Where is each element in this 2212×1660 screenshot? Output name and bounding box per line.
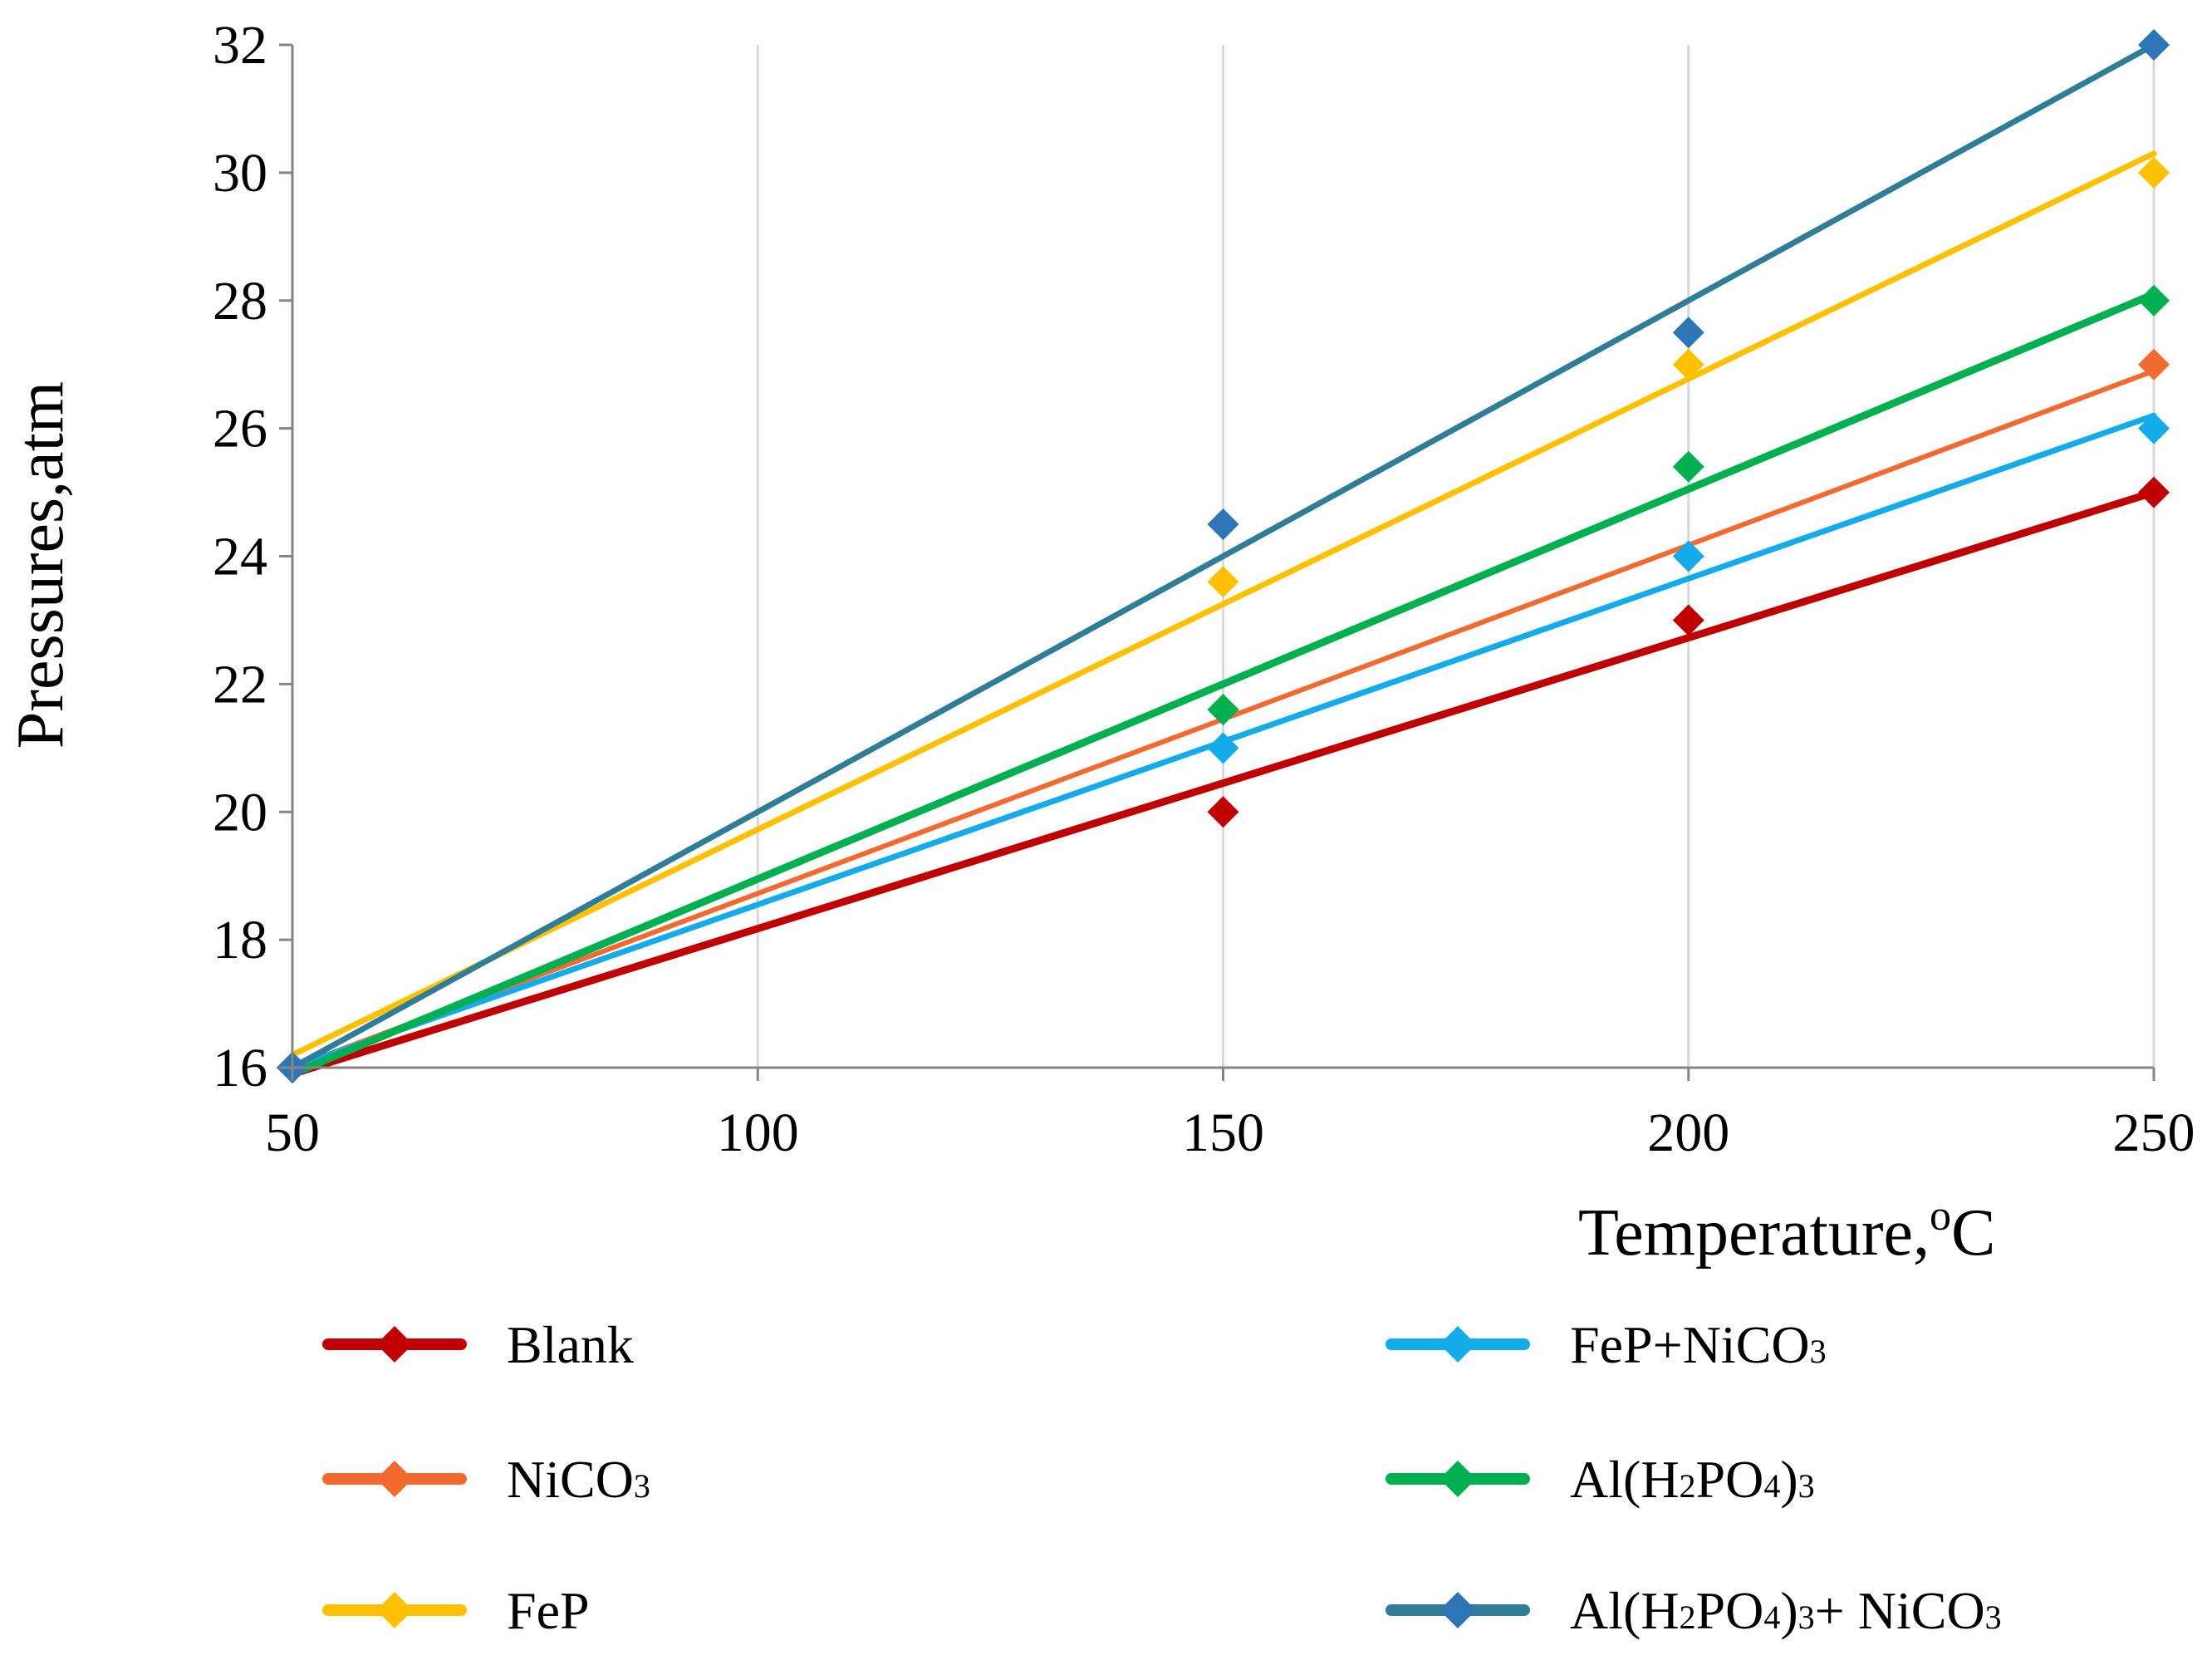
marker-s5-150 bbox=[1207, 508, 1239, 541]
y-tick-label-28: 28 bbox=[213, 271, 267, 332]
legend-label-subscript: 3 bbox=[1985, 1599, 2002, 1636]
marker-s3-250 bbox=[2138, 412, 2170, 444]
marker-s1-250 bbox=[2138, 348, 2170, 381]
marker-s4-150 bbox=[1207, 694, 1239, 726]
legend-label-text: Al(H bbox=[1570, 1450, 1680, 1509]
legend-label-text: Al(H bbox=[1570, 1581, 1680, 1640]
legend-label-text: NiCO bbox=[507, 1450, 634, 1509]
legend: BlankNiCO3FePFeP+NiCO3Al(H2PO4)3Al(H2PO4… bbox=[322, 1315, 2002, 1640]
legend-label-text: FeP+NiCO bbox=[1570, 1315, 1810, 1374]
legend-label: Blank bbox=[507, 1315, 634, 1374]
trendline-5 bbox=[289, 42, 2157, 1071]
x-tick-label-150: 150 bbox=[1182, 1103, 1264, 1163]
trendline-4 bbox=[288, 290, 2158, 1078]
legend-item-0: Blank bbox=[322, 1315, 634, 1374]
legend-label-text: PO bbox=[1696, 1581, 1764, 1640]
legend-label-subscript: 3 bbox=[1810, 1333, 1827, 1370]
legend-label-text: Blank bbox=[507, 1315, 634, 1374]
legend-label-text: PO bbox=[1696, 1450, 1764, 1509]
legend-label-subscript: 4 bbox=[1763, 1467, 1780, 1505]
legend-label-subscript: 3 bbox=[1798, 1599, 1815, 1636]
legend-swatch-marker bbox=[376, 1592, 413, 1628]
legend-label-text: + NiCO bbox=[1815, 1581, 1985, 1640]
legend-swatch-marker bbox=[376, 1326, 413, 1363]
x-axis-title-main: Temperature, bbox=[1578, 1196, 1930, 1270]
legend-swatch-marker bbox=[1440, 1326, 1476, 1363]
legend-item-1: NiCO3 bbox=[322, 1450, 650, 1509]
legend-label-subscript: 3 bbox=[1798, 1467, 1815, 1505]
legend-label-text: ) bbox=[1780, 1581, 1798, 1640]
marker-s2-200 bbox=[1672, 348, 1704, 381]
legend-label: FeP bbox=[507, 1581, 590, 1640]
x-tick-label-200: 200 bbox=[1647, 1103, 1729, 1163]
y-axis-title: Pressures,atm bbox=[4, 381, 77, 749]
y-tick-label-24: 24 bbox=[213, 527, 267, 587]
x-axis-title: Temperature,oC bbox=[1578, 1192, 1995, 1270]
legend-label-text: FeP bbox=[507, 1581, 590, 1640]
legend-label: FeP+NiCO3 bbox=[1570, 1315, 1827, 1374]
y-tick-label-30: 30 bbox=[213, 143, 267, 204]
y-tick-label-16: 16 bbox=[213, 1038, 267, 1098]
x-axis-title-unit: C bbox=[1951, 1196, 1995, 1270]
legend-label-subscript: 3 bbox=[634, 1467, 650, 1505]
legend-label-subscript: 2 bbox=[1680, 1467, 1696, 1505]
marker-s5-200 bbox=[1672, 317, 1704, 349]
marker-s0-150 bbox=[1207, 796, 1239, 828]
legend-label: Al(H2PO4)3+ NiCO3 bbox=[1570, 1581, 2002, 1640]
marker-s3-150 bbox=[1207, 732, 1239, 764]
y-tick-label-22: 22 bbox=[213, 654, 267, 715]
legend-item-3: FeP+NiCO3 bbox=[1386, 1315, 1827, 1374]
legend-label-text: ) bbox=[1780, 1450, 1798, 1509]
marker-s3-200 bbox=[1672, 540, 1704, 572]
legend-swatch-marker bbox=[1440, 1592, 1476, 1628]
marker-s2-150 bbox=[1207, 566, 1239, 598]
x-tick-label-250: 250 bbox=[2113, 1103, 2195, 1163]
marker-s4-200 bbox=[1672, 450, 1704, 483]
x-axis-title-unit-sup: o bbox=[1930, 1192, 1951, 1240]
marker-s5-250 bbox=[2138, 29, 2170, 61]
y-tick-label-26: 26 bbox=[213, 399, 267, 459]
data-markers bbox=[277, 29, 2170, 1083]
legend-item-4: Al(H2PO4)3 bbox=[1386, 1450, 1815, 1509]
y-tick-label-18: 18 bbox=[213, 910, 267, 970]
marker-s4-250 bbox=[2138, 284, 2170, 317]
x-tick-labels: 50 100 150 200 250 bbox=[265, 1068, 2195, 1163]
y-tick-label-32: 32 bbox=[213, 15, 267, 76]
legend-swatch-marker bbox=[1440, 1461, 1476, 1497]
legend-label-subscript: 4 bbox=[1763, 1599, 1780, 1636]
legend-label: Al(H2PO4)3 bbox=[1570, 1450, 1815, 1509]
marker-s0-200 bbox=[1672, 604, 1704, 636]
x-tick-label-100: 100 bbox=[717, 1103, 799, 1163]
legend-item-5: Al(H2PO4)3+ NiCO3 bbox=[1386, 1581, 2002, 1640]
y-tick-labels: 16 18 20 22 24 26 28 30 32 bbox=[213, 15, 292, 1098]
legend-item-2: FeP bbox=[322, 1581, 590, 1640]
legend-swatch-marker bbox=[376, 1461, 413, 1497]
trendline-2 bbox=[289, 150, 2157, 1058]
legend-label-subscript: 2 bbox=[1680, 1599, 1696, 1636]
legend-label: NiCO3 bbox=[507, 1450, 650, 1509]
y-tick-label-20: 20 bbox=[213, 782, 267, 842]
x-tick-label-50: 50 bbox=[265, 1103, 320, 1163]
marker-s2-250 bbox=[2138, 156, 2170, 189]
trendline-0 bbox=[288, 489, 2158, 1078]
marker-s0-250 bbox=[2138, 476, 2170, 508]
